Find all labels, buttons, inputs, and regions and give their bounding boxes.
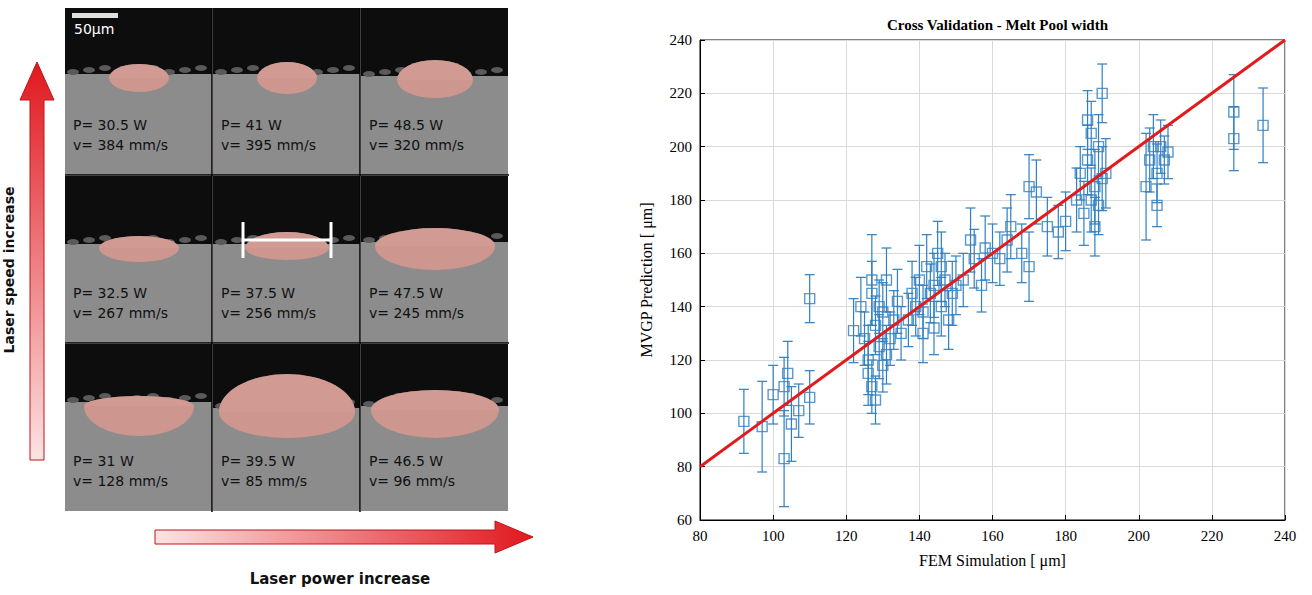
svg-text:80: 80 (693, 528, 708, 544)
svg-text:160: 160 (981, 528, 1004, 544)
svg-text:120: 120 (835, 528, 858, 544)
svg-text:80: 80 (677, 459, 692, 475)
svg-text:140: 140 (908, 528, 931, 544)
svg-text:FEM Simulation [ μm]: FEM Simulation [ μm] (919, 552, 1066, 570)
svg-text:P= 32.5 W: P= 32.5 W (73, 285, 147, 301)
svg-text:Cross Validation - Melt Pool w: Cross Validation - Melt Pool width (887, 17, 1109, 33)
svg-text:v= 320 mm/s: v= 320 mm/s (369, 137, 464, 153)
svg-text:50µm: 50µm (74, 21, 114, 37)
svg-text:P= 37.5 W: P= 37.5 W (221, 285, 295, 301)
svg-text:100: 100 (762, 528, 785, 544)
svg-text:v= 267 mm/s: v= 267 mm/s (73, 305, 168, 321)
svg-text:160: 160 (670, 245, 693, 261)
svg-text:240: 240 (670, 32, 693, 48)
svg-text:v= 128 mm/s: v= 128 mm/s (73, 473, 168, 489)
svg-text:100: 100 (670, 405, 693, 421)
svg-text:v= 395 mm/s: v= 395 mm/s (221, 137, 316, 153)
svg-text:120: 120 (670, 352, 693, 368)
svg-text:Laser speed increase: Laser speed increase (1, 187, 17, 354)
svg-text:Laser power increase: Laser power increase (250, 570, 431, 588)
svg-text:P= 39.5 W: P= 39.5 W (221, 453, 295, 469)
svg-text:v= 85 mm/s: v= 85 mm/s (221, 473, 307, 489)
svg-text:240: 240 (1274, 528, 1297, 544)
svg-text:P= 41 W: P= 41 W (221, 117, 282, 133)
svg-text:180: 180 (1054, 528, 1077, 544)
svg-text:P= 46.5 W: P= 46.5 W (369, 453, 443, 469)
svg-text:200: 200 (1128, 528, 1151, 544)
svg-text:P= 47.5 W: P= 47.5 W (369, 285, 443, 301)
svg-text:60: 60 (677, 512, 692, 528)
svg-text:180: 180 (670, 192, 693, 208)
svg-text:220: 220 (670, 85, 693, 101)
svg-text:v= 96 mm/s: v= 96 mm/s (369, 473, 455, 489)
svg-text:MVGP Prediction [ μm]: MVGP Prediction [ μm] (638, 202, 656, 357)
svg-text:v= 384 mm/s: v= 384 mm/s (73, 137, 168, 153)
svg-text:200: 200 (670, 139, 693, 155)
svg-text:140: 140 (670, 299, 693, 315)
svg-text:P= 30.5 W: P= 30.5 W (73, 117, 147, 133)
svg-text:P= 48.5 W: P= 48.5 W (369, 117, 443, 133)
svg-text:220: 220 (1201, 528, 1224, 544)
svg-text:P= 31 W: P= 31 W (73, 453, 134, 469)
svg-text:v= 245 mm/s: v= 245 mm/s (369, 305, 464, 321)
svg-text:v= 256 mm/s: v= 256 mm/s (221, 305, 316, 321)
